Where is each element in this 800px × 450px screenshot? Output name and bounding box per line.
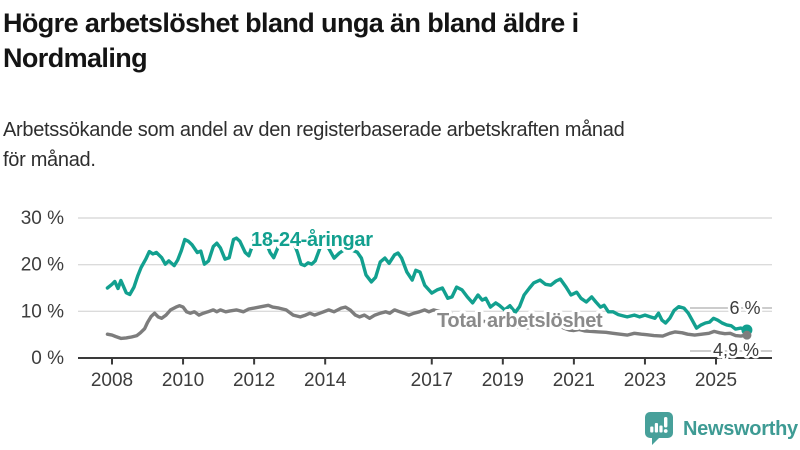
title-line-1: Högre arbetslöshet bland unga än bland ä… xyxy=(3,8,579,38)
y-tick-label: 10 % xyxy=(21,301,64,322)
y-tick-label: 30 % xyxy=(21,208,64,229)
title-line-2: Nordmaling xyxy=(3,43,148,73)
x-tick-label: 2021 xyxy=(553,370,595,391)
x-tick-label: 2023 xyxy=(624,370,666,391)
x-tick-label: 2014 xyxy=(304,370,347,391)
end-value-label-young: 6 % xyxy=(729,298,760,318)
x-tick-label: 2017 xyxy=(411,370,453,391)
subtitle-line-1: Arbetssökande som andel av den registerb… xyxy=(3,119,625,141)
x-tick-label: 2010 xyxy=(162,370,204,391)
series-line-total xyxy=(105,303,749,341)
x-tick-label: 2008 xyxy=(91,370,133,391)
x-tick-label: 2025 xyxy=(695,370,737,391)
subtitle-line-2: för månad. xyxy=(3,149,96,171)
logo-exclamation-dot xyxy=(663,429,668,433)
logo-bar-2 xyxy=(654,423,658,433)
series-label-young: 18-24-åringar xyxy=(251,228,373,251)
logo-bar-1 xyxy=(650,426,654,433)
series-line-young xyxy=(105,230,749,332)
y-tick-label: 20 % xyxy=(21,255,64,276)
end-dot-total xyxy=(742,330,752,340)
logo-bar-3 xyxy=(659,425,663,433)
logo-exclamation-line xyxy=(664,417,668,428)
x-tick-label: 2012 xyxy=(233,370,275,391)
end-value-label-total: 4,9 % xyxy=(713,340,759,360)
brand-name: Newsworthy xyxy=(683,417,798,440)
newsworthy-brand-link[interactable]: Newsworthy xyxy=(644,411,798,447)
y-tick-label: 0 % xyxy=(31,348,64,369)
speech-bubble-shape xyxy=(645,412,673,445)
newsworthy-logo-icon xyxy=(645,412,673,445)
chart-subtitle: Arbetssökande som andel av den registerb… xyxy=(3,115,795,175)
chart-title: Högre arbetslöshet bland unga än bland ä… xyxy=(3,6,795,76)
series-label-total: Total arbetslöshet xyxy=(437,310,603,332)
x-tick-label: 2019 xyxy=(482,370,524,391)
